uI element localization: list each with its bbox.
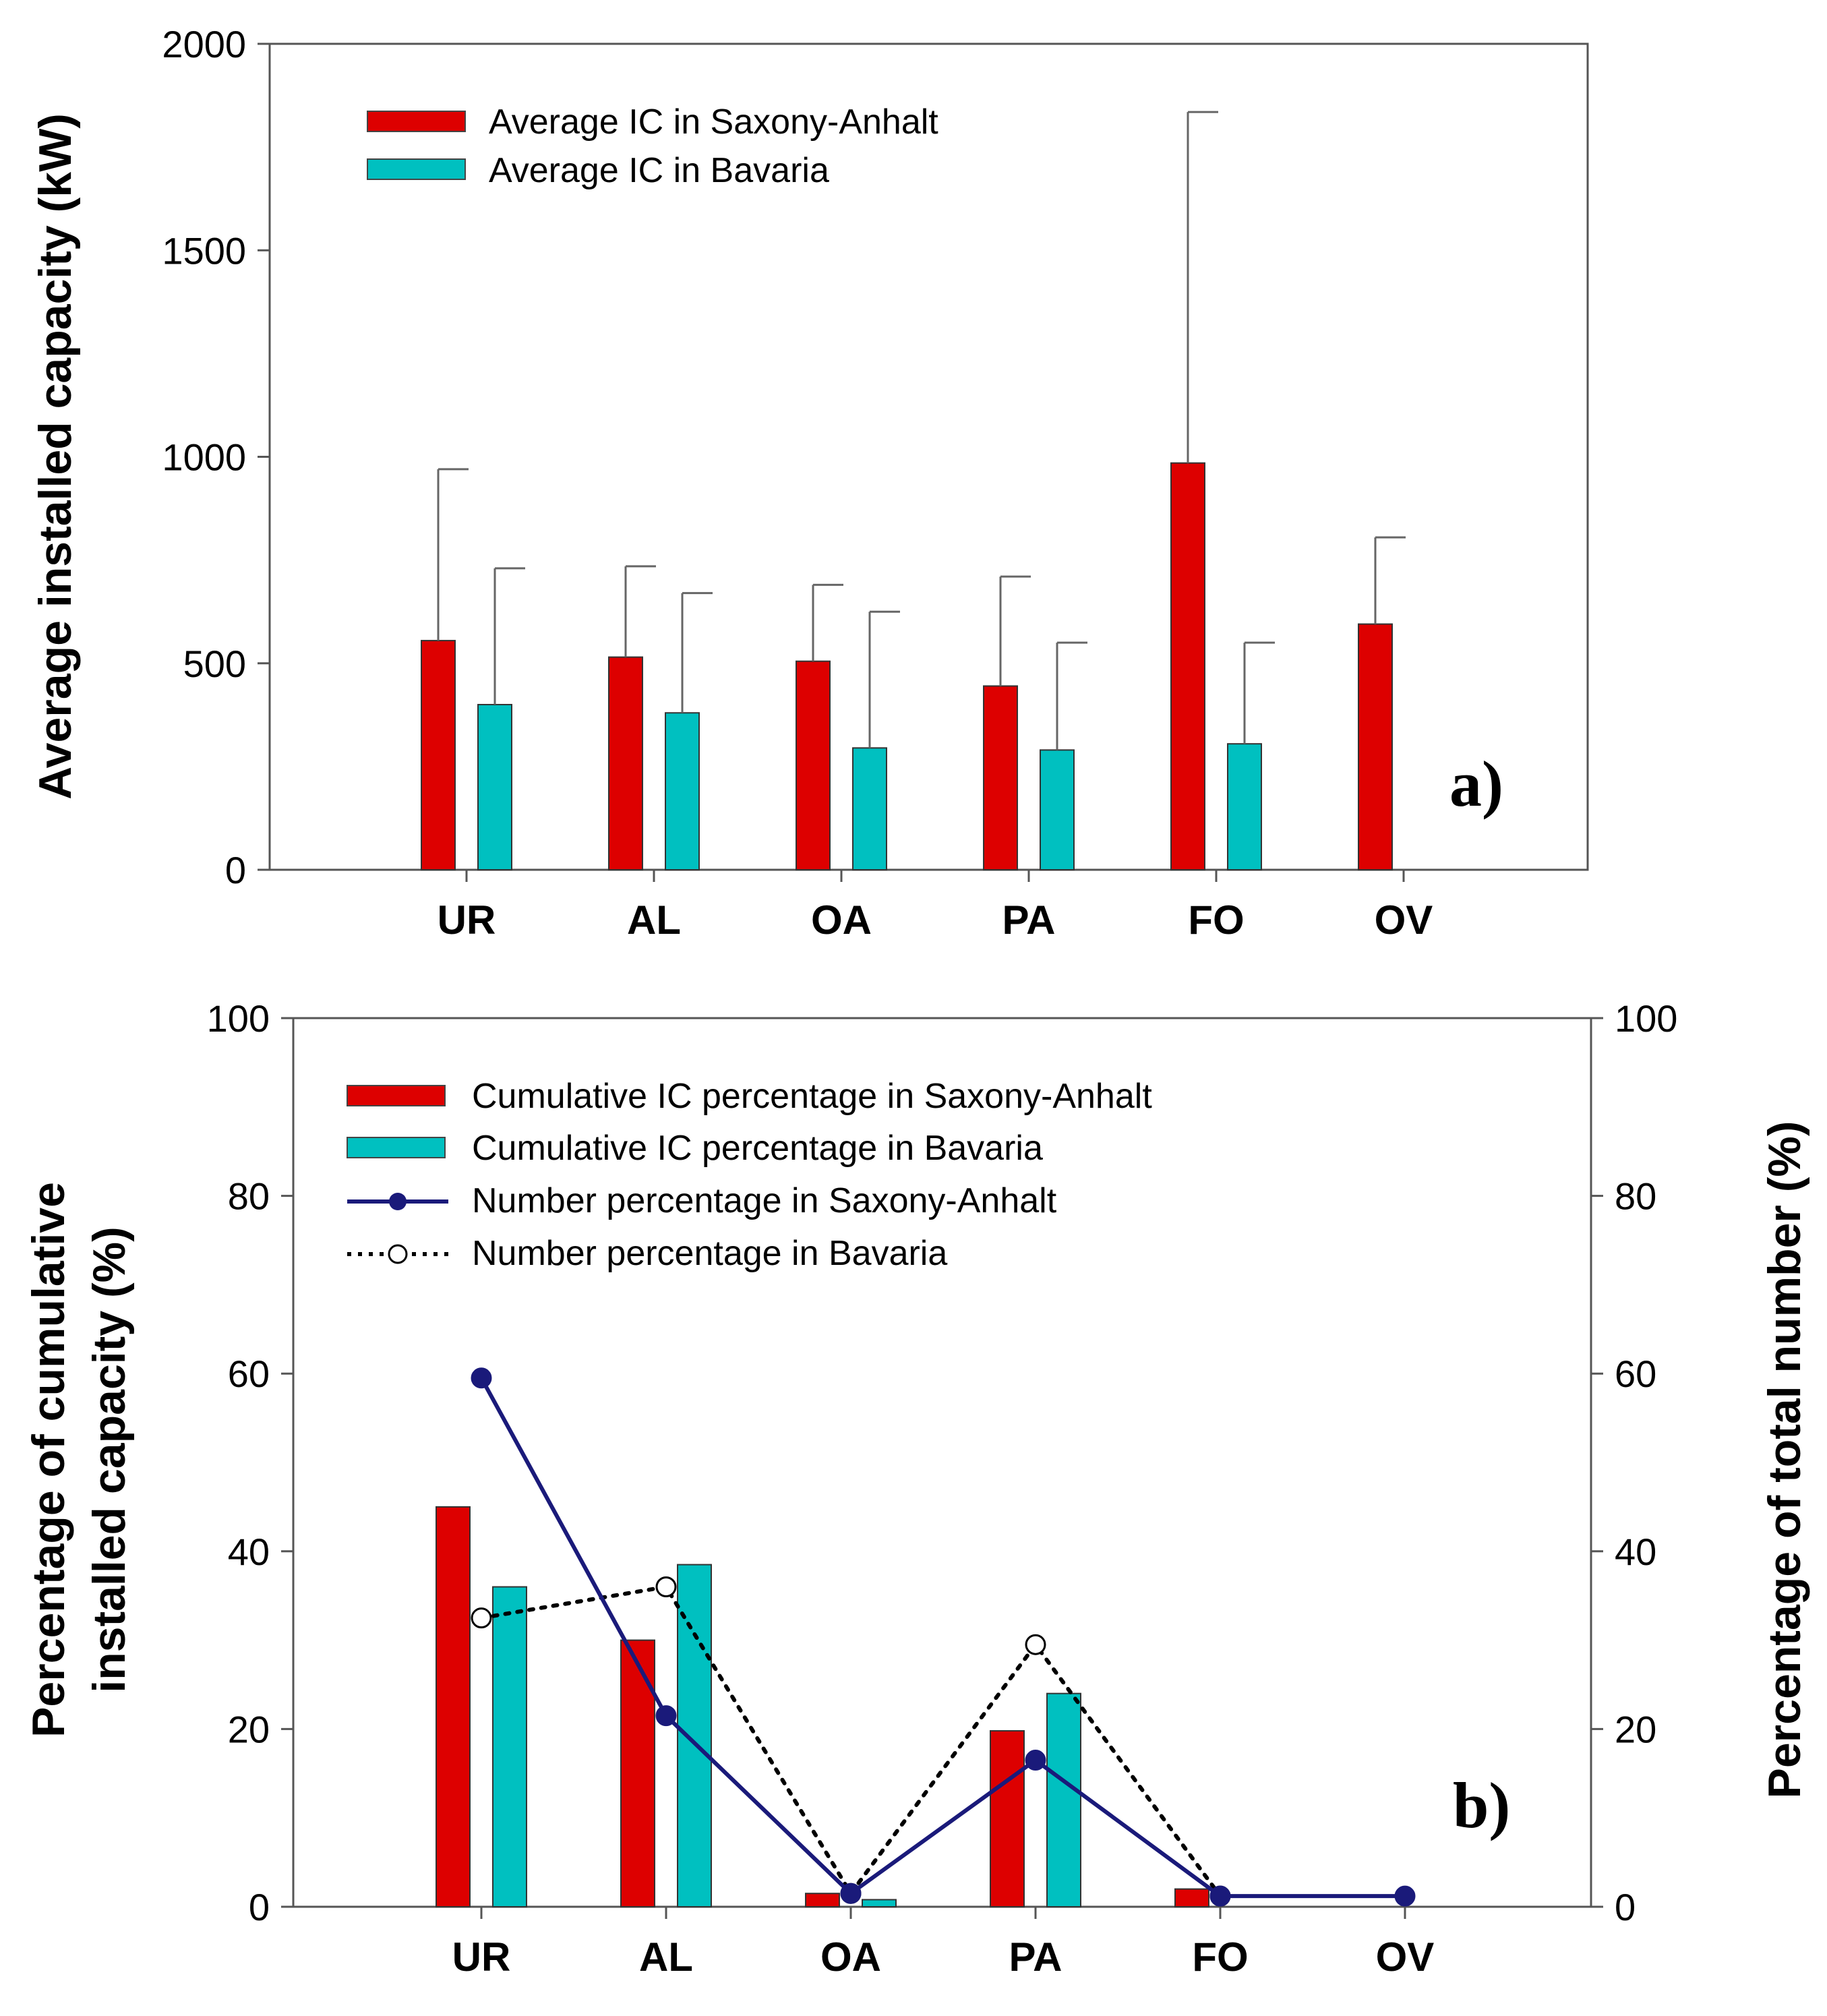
legend-label-num-bav: Number percentage in Bavaria xyxy=(472,1234,947,1273)
point-number-saxony xyxy=(840,1882,862,1904)
line-number-saxony xyxy=(479,1377,1405,1899)
legend-label-cum-bav: Cumulative IC percentage in Bavaria xyxy=(472,1129,1043,1168)
legend-swatch-red xyxy=(347,1085,446,1106)
bar-b-saxony xyxy=(1174,1888,1209,1907)
bar-a-bavaria xyxy=(1040,749,1075,870)
bar-b-bavaria xyxy=(677,1564,712,1908)
y2-tick-label-b: 0 xyxy=(1615,1886,1636,1928)
chart-b-ylabel-line2: installed capacity (%) xyxy=(84,1226,135,1693)
y-tick-label-a: 2000 xyxy=(162,23,246,65)
legend-swatch-teal xyxy=(347,1137,446,1158)
chart-a-legend: Average IC in Saxony-Anhalt Average IC i… xyxy=(367,102,938,190)
y2-tick-label-b: 40 xyxy=(1615,1531,1656,1573)
category-label-b: UR xyxy=(452,1934,511,1980)
point-number-bavaria xyxy=(1025,1634,1046,1655)
y2-tick-label-b: 20 xyxy=(1615,1708,1656,1750)
point-number-saxony xyxy=(471,1367,492,1389)
legend-marker-sa xyxy=(389,1193,407,1210)
legend-label-num-sa: Number percentage in Saxony-Anhalt xyxy=(472,1181,1057,1220)
category-label-a: OV xyxy=(1375,897,1433,943)
y-tick-label-a: 0 xyxy=(225,849,246,891)
bar-b-bavaria xyxy=(862,1899,897,1908)
y-tick-label-b: 0 xyxy=(249,1886,270,1928)
y2-tick-label-b: 80 xyxy=(1615,1175,1656,1218)
bar-a-bavaria xyxy=(1227,743,1262,870)
legend-label-cum-sa: Cumulative IC percentage in Saxony-Anhal… xyxy=(472,1077,1152,1116)
legend-label-bav: Average IC in Bavaria xyxy=(489,151,829,190)
category-label-b: OA xyxy=(820,1934,881,1980)
y-tick-label-a: 1500 xyxy=(162,229,246,272)
bar-a-bavaria xyxy=(852,747,887,870)
category-label-a: PA xyxy=(1002,897,1056,943)
category-label-a: OA xyxy=(811,897,872,943)
line-number-bavaria xyxy=(479,1584,1222,1899)
category-label-a: UR xyxy=(438,897,496,943)
y-tick-label-b: 100 xyxy=(207,997,270,1040)
y2-tick-label-b: 60 xyxy=(1615,1353,1656,1395)
category-label-b: AL xyxy=(639,1934,693,1980)
chart-b-legend: Cumulative IC percentage in Saxony-Anhal… xyxy=(347,1077,1152,1273)
bar-b-saxony xyxy=(436,1506,471,1907)
legend-marker-bav xyxy=(388,1244,408,1264)
category-label-a: FO xyxy=(1188,897,1244,943)
point-number-saxony xyxy=(1394,1885,1416,1907)
y2-tick-label-b: 100 xyxy=(1615,997,1677,1040)
bar-a-saxony xyxy=(796,660,831,870)
chart-a-ylabel: Average installed capacity (kW) xyxy=(30,113,81,800)
bar-a-saxony xyxy=(421,640,456,870)
point-number-bavaria xyxy=(471,1607,492,1629)
chart-a-panel-label: a) xyxy=(1449,748,1503,820)
chart-b-ylabel-line1: Percentage of cumulative xyxy=(23,1182,74,1738)
category-label-b: PA xyxy=(1009,1934,1062,1980)
legend-swatch-teal xyxy=(367,158,466,180)
y-tick-label-b: 40 xyxy=(228,1531,270,1573)
category-label-b: FO xyxy=(1192,1934,1248,1980)
category-label-a: AL xyxy=(627,897,681,943)
y-tick-label-b: 20 xyxy=(228,1708,270,1750)
bar-a-saxony xyxy=(983,685,1018,870)
point-number-saxony xyxy=(1025,1750,1046,1771)
point-number-saxony xyxy=(655,1705,677,1727)
bar-a-saxony xyxy=(608,656,643,870)
bar-a-bavaria xyxy=(477,704,512,870)
bar-b-bavaria xyxy=(492,1586,527,1908)
bar-b-saxony xyxy=(620,1639,655,1908)
chart-b-y2label: Percentage of total number (%) xyxy=(1759,1121,1810,1798)
category-label-b: OV xyxy=(1376,1934,1435,1980)
chart-b: 0 0 20 20 40 40 60 60 80 80 100 100 UR AL OA PA FO OV Pe… xyxy=(23,997,1810,1980)
y-tick-label-b: 60 xyxy=(228,1353,270,1395)
y-tick-label-a: 500 xyxy=(183,643,246,685)
chart-b-panel-label: b) xyxy=(1453,1769,1510,1841)
point-number-bavaria xyxy=(655,1576,677,1598)
bar-a-saxony xyxy=(1358,623,1393,870)
bar-b-saxony xyxy=(805,1893,840,1907)
legend-label-sa: Average IC in Saxony-Anhalt xyxy=(489,102,938,142)
y-tick-label-b: 80 xyxy=(228,1175,270,1218)
chart-b-frame xyxy=(292,1017,1592,1908)
bar-b-saxony xyxy=(990,1730,1025,1907)
bar-a-saxony xyxy=(1170,462,1205,870)
point-number-saxony xyxy=(1209,1885,1231,1907)
bar-a-bavaria xyxy=(665,712,700,870)
legend-swatch-red xyxy=(367,111,466,132)
bar-b-bavaria xyxy=(1046,1692,1081,1907)
y-tick-label-a: 1000 xyxy=(162,436,246,479)
chart-a: 0 500 1000 1500 2000 UR AL OA PA FO OV Average in… xyxy=(30,23,1589,943)
